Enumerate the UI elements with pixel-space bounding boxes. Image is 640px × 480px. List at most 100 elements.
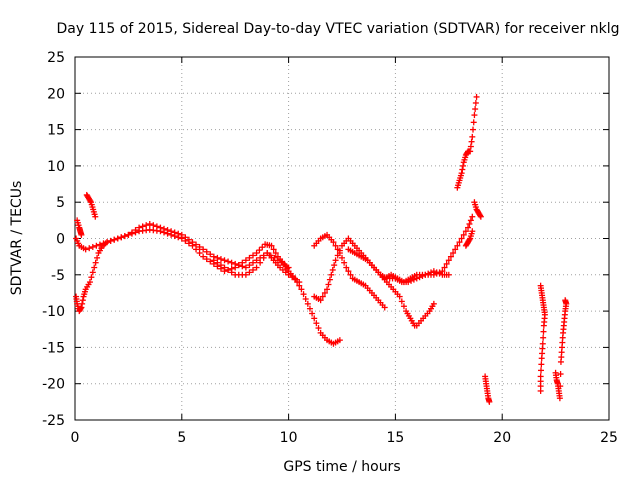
y-tick-label: 15 [47, 123, 65, 139]
data-point [86, 279, 93, 286]
data-point [466, 236, 473, 243]
data-point [313, 320, 320, 327]
data-point [306, 305, 313, 312]
x-axis-label: GPS time / hours [283, 459, 400, 475]
data-point [100, 240, 107, 247]
x-tick-label: 10 [280, 430, 298, 446]
chart-title: Day 115 of 2015, Sidereal Day-to-day VTE… [57, 21, 620, 37]
data-point [470, 126, 477, 133]
data-point [125, 231, 132, 238]
data-point [343, 264, 350, 271]
axis-ticks [74, 56, 610, 421]
series-trace-i [381, 268, 452, 286]
series-trace-k [454, 93, 480, 191]
data-point [326, 276, 333, 283]
data-point [538, 361, 545, 368]
data-point [422, 271, 429, 278]
data-point [447, 253, 454, 260]
data-point [221, 257, 228, 264]
data-point [292, 276, 299, 283]
data-point [339, 254, 345, 261]
data-point [200, 246, 207, 253]
series-trace-l [471, 199, 484, 220]
data-point [428, 269, 434, 276]
data-point [472, 99, 479, 106]
data-point [298, 286, 305, 293]
data-point [302, 296, 309, 302]
data-point [274, 257, 281, 264]
data-point [468, 138, 475, 145]
data-point [452, 246, 459, 253]
data-point [146, 220, 153, 227]
data-point [540, 328, 547, 335]
data-point [486, 398, 493, 405]
data-point [150, 222, 157, 229]
data-point [557, 383, 564, 390]
series-trace-g [311, 231, 388, 311]
x-tick-label: 20 [493, 430, 511, 446]
data-point [246, 262, 253, 269]
data-point [225, 258, 232, 265]
data-point [469, 228, 476, 235]
data-point [153, 223, 160, 230]
data-point [292, 275, 299, 282]
y-axis-label: SDTVAR / TECUs [9, 181, 25, 296]
series-trace-e [210, 250, 292, 278]
data-point [445, 257, 452, 264]
series-trace-o [537, 282, 548, 394]
data-point [111, 236, 118, 243]
x-tick-label: 25 [600, 430, 618, 446]
series-trace-c [83, 191, 99, 220]
data-point [285, 271, 292, 278]
data-point [445, 271, 452, 278]
data-point [336, 250, 343, 257]
data-point [203, 248, 210, 255]
data-point [253, 257, 260, 264]
data-point [93, 242, 100, 249]
data-point [94, 254, 101, 261]
data-point [537, 387, 544, 394]
data-point [433, 269, 440, 276]
data-point [253, 264, 260, 271]
data-point [272, 250, 279, 257]
data-point [182, 234, 189, 241]
data-point [467, 148, 474, 155]
data-point [196, 250, 203, 257]
data-point [264, 250, 271, 257]
data-point [477, 213, 484, 220]
data-point [228, 259, 235, 266]
data-point [458, 170, 465, 177]
data-point [436, 270, 443, 277]
data-point [450, 250, 457, 257]
data-point [472, 106, 479, 113]
data-point [235, 262, 242, 269]
data-point [538, 367, 545, 374]
data-point [250, 252, 256, 259]
data-point [398, 298, 405, 305]
data-point [214, 259, 221, 266]
series-trace-n [482, 373, 493, 405]
data-point [88, 274, 95, 281]
data-point [210, 257, 217, 264]
data-point [107, 237, 114, 244]
data-point [250, 259, 256, 266]
data-point [260, 254, 267, 261]
data-point [143, 222, 150, 229]
data-point [92, 213, 99, 220]
data-point [89, 269, 96, 276]
data-point [341, 259, 348, 266]
data-point [467, 217, 474, 224]
data-point [139, 223, 146, 230]
data-point [104, 239, 111, 246]
data-point [78, 304, 85, 311]
series-trace-m [462, 228, 476, 249]
data-point [285, 264, 292, 271]
series-trace-p [552, 297, 570, 402]
data-point [86, 245, 93, 252]
data-point [470, 119, 477, 126]
x-tick-label: 15 [386, 430, 404, 446]
data-point [228, 269, 235, 276]
data-points [73, 93, 570, 405]
data-point [267, 252, 274, 259]
data-point [79, 297, 86, 304]
